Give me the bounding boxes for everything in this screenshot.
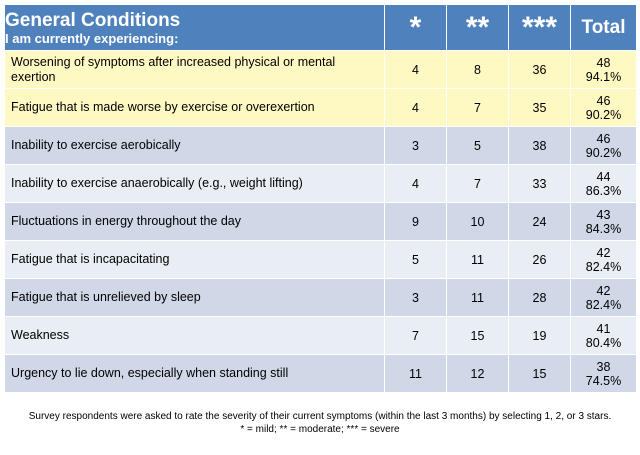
- total-count: 43: [596, 207, 611, 222]
- total-cell: 48 94.1%: [570, 50, 637, 89]
- table-row: Fatigue that is unrelieved by sleep 3 11 28…: [4, 278, 637, 317]
- table-row: Weakness 7 15 19 41 80.4%: [4, 316, 637, 355]
- table-row: Urgency to lie down, especially when sta…: [4, 354, 637, 393]
- table-row: Fatigue that is incapacitating 5 11 26 42 82.…: [4, 240, 637, 279]
- severe-count-cell: 36: [508, 50, 571, 89]
- total-count: 46: [596, 131, 611, 146]
- mild-count-cell: 4: [384, 50, 447, 89]
- moderate-count-cell: 12: [446, 354, 509, 393]
- condition-cell: Fatigue that is incapacitating: [4, 240, 385, 279]
- table-row: Worsening of symptoms after increased ph…: [4, 50, 637, 89]
- column-header-severe: ***: [508, 4, 571, 51]
- total-count: 41: [596, 321, 611, 336]
- total-count: 46: [596, 93, 611, 108]
- mild-count-cell: 7: [384, 316, 447, 355]
- condition-cell: Fatigue that is made worse by exercise o…: [4, 88, 385, 127]
- total-percent: 90.2%: [585, 145, 622, 160]
- severe-count-cell: 38: [508, 126, 571, 165]
- footnote-legend: * = mild; ** = moderate; *** = severe: [240, 424, 400, 435]
- moderate-count-cell: 15: [446, 316, 509, 355]
- total-percent: 94.1%: [585, 69, 622, 84]
- total-cell: 46 90.2%: [570, 126, 637, 165]
- total-count: 44: [596, 169, 611, 184]
- column-header-mild: *: [384, 4, 447, 51]
- total-cell: 41 80.4%: [570, 316, 637, 355]
- mild-count-cell: 3: [384, 278, 447, 317]
- moderate-count-cell: 5: [446, 126, 509, 165]
- column-header-moderate: **: [446, 4, 509, 51]
- total-percent: 86.3%: [585, 183, 622, 198]
- condition-cell: Fatigue that is unrelieved by sleep: [4, 278, 385, 317]
- symptom-table: General Conditions I am currently experi…: [4, 4, 637, 393]
- total-cell: 46 90.2%: [570, 88, 637, 127]
- total-count: 48: [596, 55, 611, 70]
- severe-count-cell: 15: [508, 354, 571, 393]
- total-cell: 38 74.5%: [570, 354, 637, 393]
- mild-count-cell: 5: [384, 240, 447, 279]
- table-row: Inability to exercise aerobically 3 5 38 46 9…: [4, 126, 637, 165]
- condition-cell: Urgency to lie down, especially when sta…: [4, 354, 385, 393]
- total-percent: 84.3%: [585, 221, 622, 236]
- mild-count-cell: 11: [384, 354, 447, 393]
- condition-cell: Fluctuations in energy throughout the da…: [4, 202, 385, 241]
- condition-cell: Worsening of symptoms after increased ph…: [4, 50, 385, 89]
- severe-count-cell: 24: [508, 202, 571, 241]
- total-cell: 43 84.3%: [570, 202, 637, 241]
- moderate-count-cell: 11: [446, 278, 509, 317]
- header-conditions-cell: General Conditions I am currently experi…: [4, 4, 385, 51]
- total-count: 42: [596, 245, 611, 260]
- moderate-count-cell: 10: [446, 202, 509, 241]
- mild-count-cell: 4: [384, 164, 447, 203]
- mild-count-cell: 4: [384, 88, 447, 127]
- total-percent: 82.4%: [585, 259, 622, 274]
- moderate-count-cell: 7: [446, 164, 509, 203]
- condition-cell: Inability to exercise aerobically: [4, 126, 385, 165]
- table-body: Worsening of symptoms after increased ph…: [4, 50, 637, 393]
- header-row: General Conditions I am currently experi…: [4, 4, 637, 51]
- table-title: General Conditions: [5, 9, 181, 31]
- table-row: Inability to exercise anaerobically (e.g…: [4, 164, 637, 203]
- total-percent: 80.4%: [585, 335, 622, 350]
- table-row: Fatigue that is made worse by exercise o…: [4, 88, 637, 127]
- moderate-count-cell: 11: [446, 240, 509, 279]
- total-cell: 44 86.3%: [570, 164, 637, 203]
- moderate-count-cell: 7: [446, 88, 509, 127]
- footnote: Survey respondents were asked to rate th…: [4, 410, 636, 436]
- mild-count-cell: 9: [384, 202, 447, 241]
- severe-count-cell: 19: [508, 316, 571, 355]
- total-percent: 82.4%: [585, 297, 622, 312]
- severe-count-cell: 26: [508, 240, 571, 279]
- total-count: 42: [596, 283, 611, 298]
- severe-count-cell: 33: [508, 164, 571, 203]
- condition-cell: Inability to exercise anaerobically (e.g…: [4, 164, 385, 203]
- total-count: 38: [596, 359, 611, 374]
- total-percent: 74.5%: [585, 373, 622, 388]
- footnote-description: Survey respondents were asked to rate th…: [28, 411, 612, 422]
- mild-count-cell: 3: [384, 126, 447, 165]
- total-cell: 42 82.4%: [570, 278, 637, 317]
- column-header-total: Total: [570, 4, 637, 51]
- severe-count-cell: 28: [508, 278, 571, 317]
- total-cell: 42 82.4%: [570, 240, 637, 279]
- moderate-count-cell: 8: [446, 50, 509, 89]
- table-row: Fluctuations in energy throughout the da…: [4, 202, 637, 241]
- condition-cell: Weakness: [4, 316, 385, 355]
- severe-count-cell: 35: [508, 88, 571, 127]
- total-percent: 90.2%: [585, 107, 622, 122]
- table-subtitle: I am currently experiencing:: [5, 30, 179, 46]
